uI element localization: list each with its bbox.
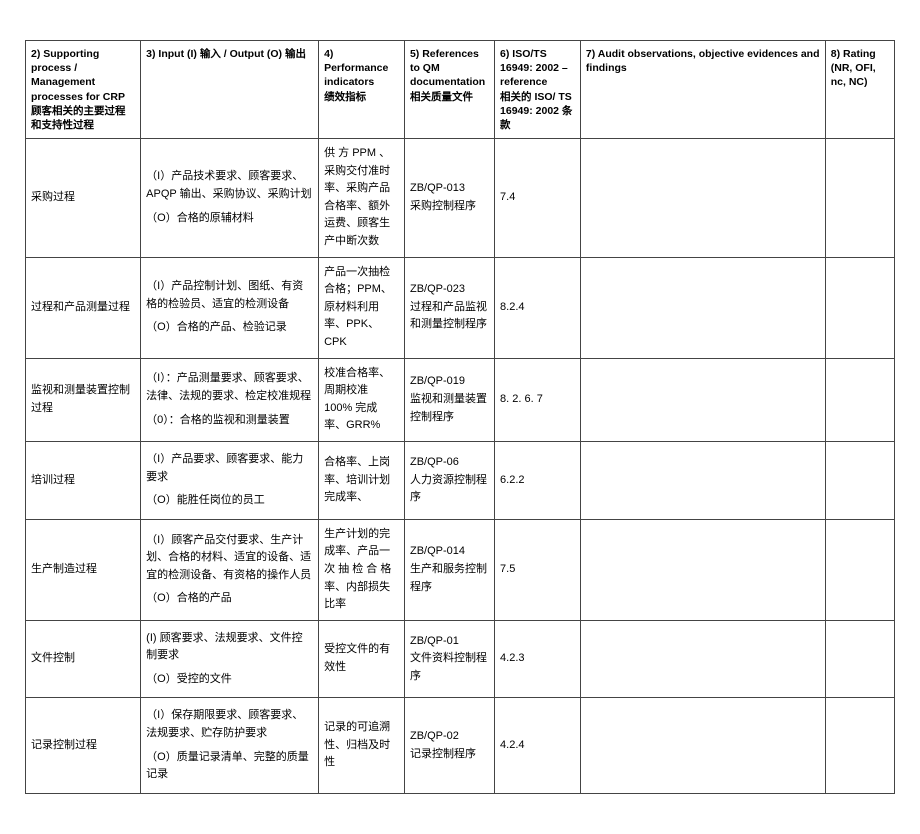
cell-rating: [825, 441, 894, 519]
cell-input: （I）产品要求、顾客要求、能力要求: [146, 451, 313, 486]
cell-io: （I）顾客产品交付要求、生产计划、合格的材料、适宜的设备、适宜的检测设备、有资格…: [141, 519, 319, 620]
cell-io: (I) 顾客要求、法规要求、文件控制要求 （O）受控的文件: [141, 620, 319, 698]
cell-output: （O）合格的产品: [146, 590, 313, 608]
header-qm-docs: 5) References to QM documentation相关质量文件: [404, 41, 494, 139]
cell-indicators: 校准合格率、周期校准 100% 完成率、GRR%: [319, 358, 405, 441]
cell-qm-docs: ZB/QP-06人力资源控制程序: [404, 441, 494, 519]
cell-qm-docs: ZB/QP-01文件资料控制程序: [404, 620, 494, 698]
cell-indicators: 记录的可追溯性、归档及时性: [319, 698, 405, 793]
cell-process: 培训过程: [26, 441, 141, 519]
cell-indicators: 受控文件的有效性: [319, 620, 405, 698]
cell-output: （O）合格的原辅材料: [146, 210, 313, 228]
table-row: 培训过程（I）产品要求、顾客要求、能力要求 （O）能胜任岗位的员工合格率、上岗率、…: [26, 441, 895, 519]
cell-indicators: 产品一次抽检合格；PPM、原材料利用率、PPK、CPK: [319, 257, 405, 358]
header-rating: 8) Rating(NR, OFI, nc, NC): [825, 41, 894, 139]
cell-qm-docs: ZB/QP-019监视和测量装置控制程序: [404, 358, 494, 441]
cell-observations: [580, 519, 825, 620]
cell-io: （I）保存期限要求、顾客要求、法规要求、贮存防护要求 （O）质量记录清单、完整的质…: [141, 698, 319, 793]
header-iso-ref: 6) ISO/TS 16949: 2002 – reference相关的 ISO…: [495, 41, 581, 139]
cell-rating: [825, 698, 894, 793]
cell-iso-ref: 7.4: [495, 139, 581, 258]
cell-io: （I）产品要求、顾客要求、能力要求 （O）能胜任岗位的员工: [141, 441, 319, 519]
audit-process-table: 2) Supporting process / Management proce…: [25, 40, 895, 794]
cell-input: （I）：产品测量要求、顾客要求、法律、法规的要求、检定校准规程: [146, 370, 313, 405]
cell-qm-docs: ZB/QP-02记录控制程序: [404, 698, 494, 793]
cell-rating: [825, 139, 894, 258]
cell-observations: [580, 698, 825, 793]
cell-input: （I）产品技术要求、顾客要求、APQP 输出、采购协议、采购计划: [146, 168, 313, 203]
header-observations: 7) Audit observations, objective evidenc…: [580, 41, 825, 139]
cell-qm-docs: ZB/QP-013采购控制程序: [404, 139, 494, 258]
cell-indicators: 供 方 PPM 、采购交付准时率、采购产品合格率、额外运费、顾客生产中断次数: [319, 139, 405, 258]
header-io: 3) Input (I) 输入 / Output (O) 输出: [141, 41, 319, 139]
cell-io: （I）产品技术要求、顾客要求、APQP 输出、采购协议、采购计划 （O）合格的原辅…: [141, 139, 319, 258]
cell-process: 生产制造过程: [26, 519, 141, 620]
cell-observations: [580, 257, 825, 358]
cell-process: 监视和测量装置控制过程: [26, 358, 141, 441]
table-row: 记录控制过程（I）保存期限要求、顾客要求、法规要求、贮存防护要求 （O）质量记录清…: [26, 698, 895, 793]
cell-rating: [825, 519, 894, 620]
cell-iso-ref: 7.5: [495, 519, 581, 620]
cell-rating: [825, 257, 894, 358]
header-row: 2) Supporting process / Management proce…: [26, 41, 895, 139]
cell-qm-docs: ZB/QP-014生产和服务控制程序: [404, 519, 494, 620]
cell-process: 过程和产品测量过程: [26, 257, 141, 358]
table-row: 采购过程（I）产品技术要求、顾客要求、APQP 输出、采购协议、采购计划 （O）合…: [26, 139, 895, 258]
cell-output: （O）能胜任岗位的员工: [146, 492, 313, 510]
cell-rating: [825, 358, 894, 441]
cell-iso-ref: 4.2.4: [495, 698, 581, 793]
cell-input: (I) 顾客要求、法规要求、文件控制要求: [146, 630, 313, 665]
cell-input: （I）产品控制计划、图纸、有资格的检验员、适宜的检测设备: [146, 278, 313, 313]
cell-io: （I）产品控制计划、图纸、有资格的检验员、适宜的检测设备 （O）合格的产品、检验记…: [141, 257, 319, 358]
cell-output: （O）受控的文件: [146, 671, 313, 689]
cell-iso-ref: 6.2.2: [495, 441, 581, 519]
header-indicators: 4) Performance indicators绩效指标: [319, 41, 405, 139]
cell-iso-ref: 8.2.4: [495, 257, 581, 358]
cell-qm-docs: ZB/QP-023过程和产品监视和测量控制程序: [404, 257, 494, 358]
table-row: 文件控制(I) 顾客要求、法规要求、文件控制要求 （O）受控的文件受控文件的有效性…: [26, 620, 895, 698]
cell-process: 采购过程: [26, 139, 141, 258]
cell-output: （O）合格的产品、检验记录: [146, 319, 313, 337]
cell-observations: [580, 358, 825, 441]
cell-iso-ref: 4.2.3: [495, 620, 581, 698]
cell-input: （I）保存期限要求、顾客要求、法规要求、贮存防护要求: [146, 707, 313, 742]
table-row: 过程和产品测量过程（I）产品控制计划、图纸、有资格的检验员、适宜的检测设备 （O）…: [26, 257, 895, 358]
cell-indicators: 合格率、上岗率、培训计划完成率、: [319, 441, 405, 519]
cell-observations: [580, 139, 825, 258]
cell-output: （O）质量记录清单、完整的质量记录: [146, 749, 313, 784]
cell-process: 文件控制: [26, 620, 141, 698]
table-row: 生产制造过程（I）顾客产品交付要求、生产计划、合格的材料、适宜的设备、适宜的检测…: [26, 519, 895, 620]
cell-output: （0）：合格的监视和测量装置: [146, 412, 313, 430]
cell-observations: [580, 441, 825, 519]
cell-iso-ref: 8. 2. 6. 7: [495, 358, 581, 441]
cell-observations: [580, 620, 825, 698]
cell-rating: [825, 620, 894, 698]
cell-process: 记录控制过程: [26, 698, 141, 793]
cell-indicators: 生产计划的完成率、产品一次 抽 检 合 格率、内部损失比率: [319, 519, 405, 620]
table-body: 采购过程（I）产品技术要求、顾客要求、APQP 输出、采购协议、采购计划 （O）合…: [26, 139, 895, 794]
cell-input: （I）顾客产品交付要求、生产计划、合格的材料、适宜的设备、适宜的检测设备、有资格…: [146, 532, 313, 585]
header-process: 2) Supporting process / Management proce…: [26, 41, 141, 139]
table-row: 监视和测量装置控制过程（I）：产品测量要求、顾客要求、法律、法规的要求、检定校准…: [26, 358, 895, 441]
cell-io: （I）：产品测量要求、顾客要求、法律、法规的要求、检定校准规程 （0）：合格的监视…: [141, 358, 319, 441]
